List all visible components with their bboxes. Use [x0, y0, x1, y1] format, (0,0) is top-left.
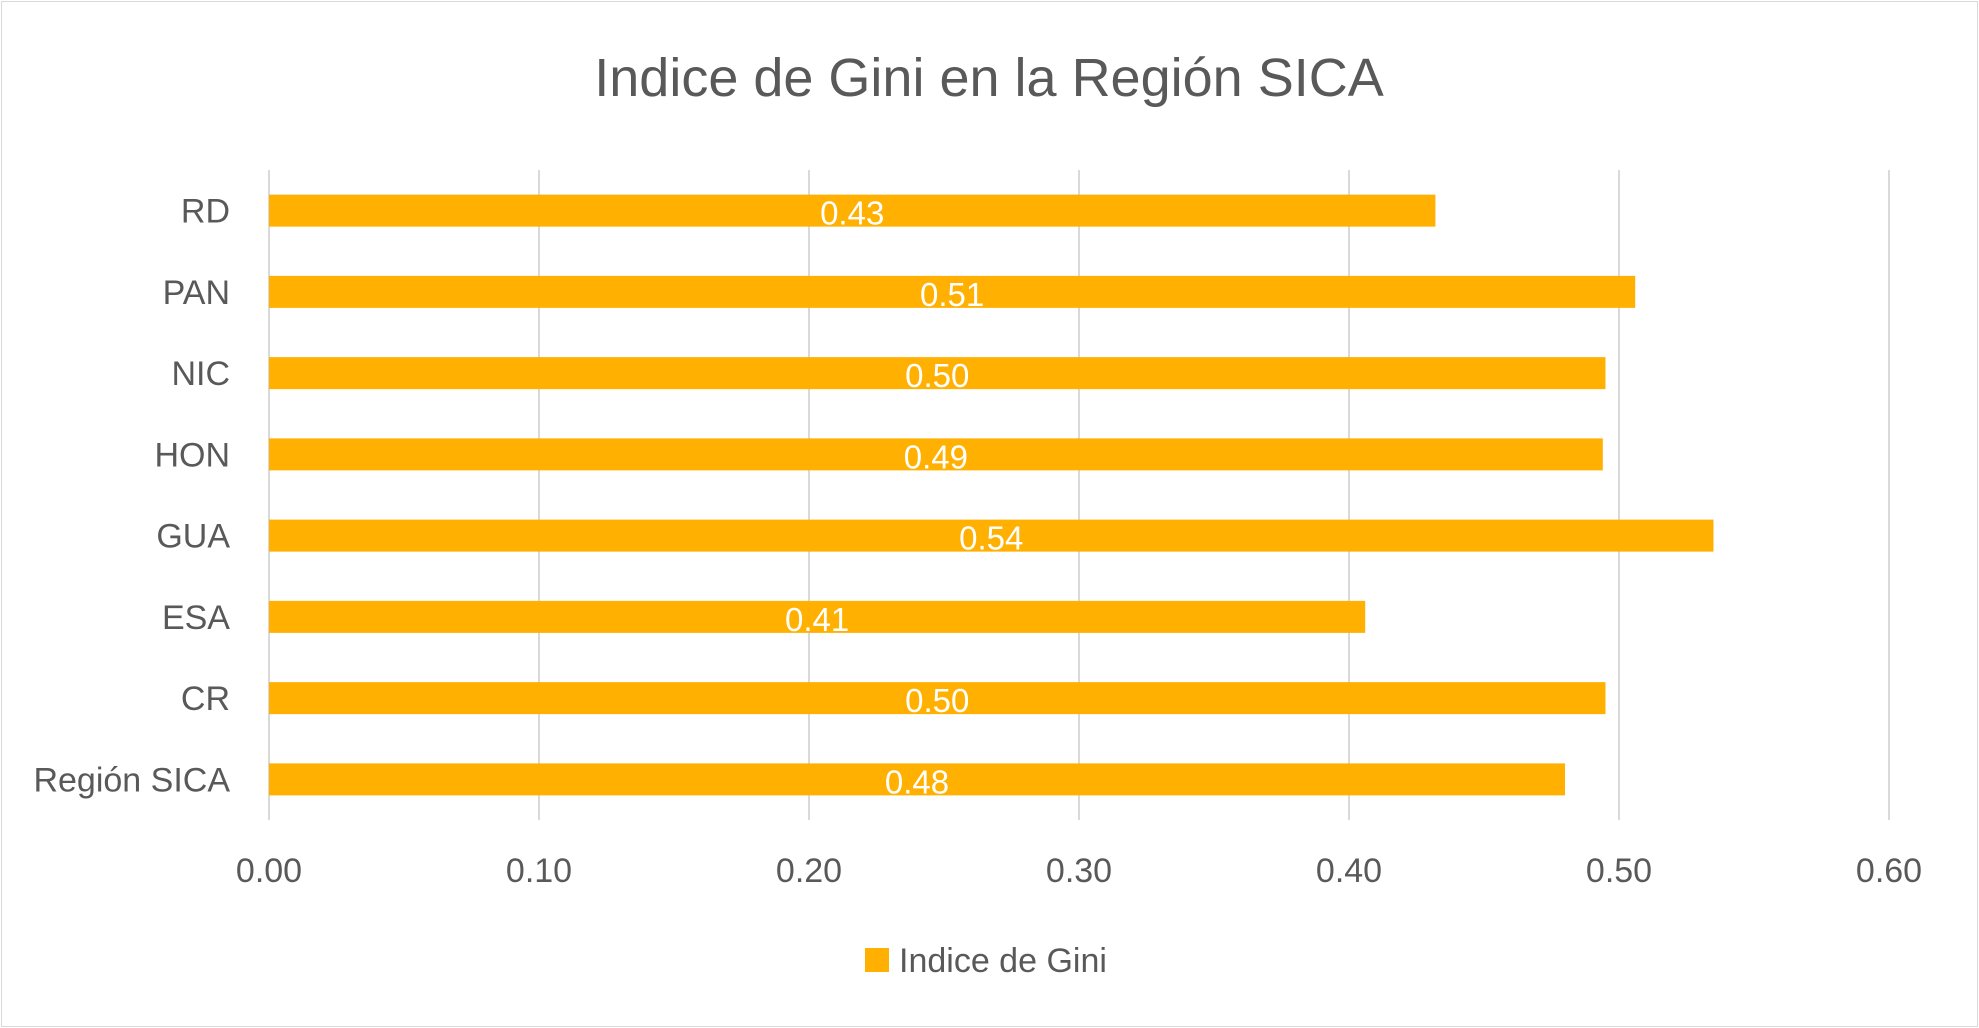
- bar: [269, 600, 1366, 633]
- x-tick-label: 0.20: [776, 852, 842, 890]
- bar: [269, 682, 1606, 715]
- category-label: CR: [181, 680, 230, 718]
- category-labels: RD PAN NIC HON GUA ESA CR Región SICA: [33, 193, 230, 800]
- category-label: PAN: [163, 274, 230, 312]
- bar: [269, 275, 1636, 308]
- x-tick-label: 0.60: [1856, 852, 1922, 890]
- data-labels: 0.43 0.51 0.50 0.49 0.54 0.41 0.50 0.48: [785, 195, 1023, 801]
- chart-title: Indice de Gini en la Región SICA: [594, 48, 1383, 108]
- x-tick-label: 0.40: [1316, 852, 1382, 890]
- data-label: 0.54: [959, 520, 1023, 557]
- data-label: 0.43: [820, 195, 884, 232]
- data-label: 0.50: [905, 357, 969, 394]
- x-tick-label: 0.00: [236, 852, 302, 890]
- bar: [269, 357, 1606, 390]
- bars: [269, 194, 1714, 796]
- x-tick-label: 0.50: [1586, 852, 1652, 890]
- data-label: 0.41: [785, 601, 849, 638]
- category-label: GUA: [156, 518, 230, 556]
- gridlines: [268, 170, 1890, 820]
- x-tick-label: 0.10: [506, 852, 572, 890]
- data-label: 0.48: [885, 763, 949, 800]
- bar: [269, 519, 1714, 552]
- category-label: RD: [181, 193, 230, 231]
- bar: [269, 438, 1603, 471]
- category-label: ESA: [162, 599, 230, 637]
- data-label: 0.50: [905, 682, 969, 719]
- x-tick-label: 0.30: [1046, 852, 1112, 890]
- legend-label: Indice de Gini: [899, 942, 1107, 980]
- bar: [269, 763, 1565, 796]
- category-label: HON: [154, 436, 230, 474]
- x-axis-tick-labels: 0.00 0.10 0.20 0.30 0.40 0.50 0.60: [236, 852, 1922, 890]
- category-label: Región SICA: [33, 761, 230, 799]
- data-label: 0.49: [904, 438, 968, 475]
- bar: [269, 194, 1436, 227]
- legend-swatch: [865, 948, 889, 972]
- data-label: 0.51: [920, 276, 984, 313]
- category-label: NIC: [171, 355, 230, 393]
- legend: Indice de Gini: [865, 942, 1107, 980]
